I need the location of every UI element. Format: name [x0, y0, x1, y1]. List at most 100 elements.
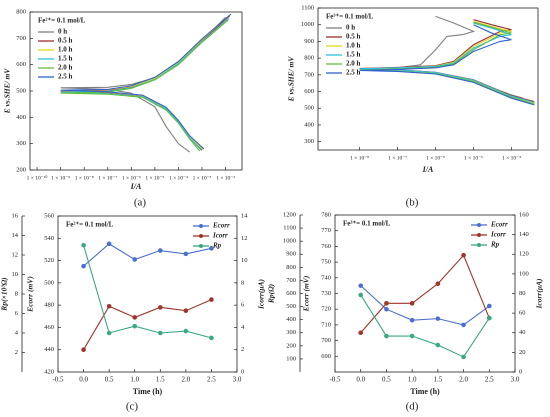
- annotation: Fe²⁺= 0.1 mol/L: [66, 221, 114, 229]
- data-point: [81, 263, 86, 269]
- y-tick-label: 400: [286, 316, 296, 323]
- series-line: [83, 245, 212, 339]
- y-tick-label: 0: [241, 368, 244, 375]
- y-axis-title: Icorr(μA): [257, 279, 266, 311]
- legend-label: Rp: [490, 241, 500, 249]
- data-point: [435, 342, 441, 348]
- series-line: [359, 22, 535, 103]
- annotation: Fe³⁺= 0.1 mol/L: [343, 220, 391, 228]
- panel-caption: (d): [406, 401, 419, 413]
- y-axis-title: Icorr(μA): [535, 278, 544, 310]
- y-axis-title: Ecorr (mV): [26, 276, 35, 313]
- y-tick-label: 700: [321, 337, 331, 344]
- data-point: [435, 316, 441, 321]
- y-tick-label: 2: [15, 349, 18, 356]
- x-axis-title: Time (h): [133, 387, 163, 396]
- x-tick-label: 2.5: [207, 376, 216, 384]
- y-tick-label: 14: [241, 212, 248, 219]
- series-line: [60, 18, 230, 151]
- data-point: [384, 306, 389, 312]
- y-axis-title: Ecorr (mV): [302, 275, 311, 312]
- y-tick-label: 520: [44, 257, 54, 264]
- panel-caption: (b): [406, 197, 419, 209]
- y-tick-label: 6: [15, 310, 19, 317]
- x-tick-label: 1 × 10⁻⁵: [145, 175, 164, 181]
- x-tick-label: 1.0: [408, 376, 417, 384]
- legend-label: Icorr: [490, 231, 506, 239]
- data-point: [461, 354, 466, 360]
- y-tick-label: 100: [286, 355, 296, 362]
- x-tick-label: 1.5: [433, 376, 442, 384]
- y-tick-label: 1200: [283, 211, 296, 218]
- data-point: [409, 301, 415, 306]
- x-tick-label: 1 × 10⁻²: [216, 175, 235, 181]
- data-point: [106, 330, 112, 336]
- y-tick-label: 500: [286, 303, 296, 310]
- legend-label: 0 h: [346, 24, 355, 32]
- y-tick-label: 120: [519, 251, 529, 258]
- y-tick-label: 1000: [301, 21, 314, 28]
- legend-label: Ecorr: [490, 221, 508, 229]
- panel-caption: (a): [134, 197, 147, 209]
- y-tick-label: 600: [286, 290, 296, 297]
- y-tick-label: 720: [321, 306, 331, 313]
- y-tick-label: 690: [321, 353, 331, 360]
- y-tick-label: 12: [12, 251, 19, 258]
- y-tick-label: 80: [519, 290, 526, 297]
- x-tick-label: 1 × 10⁻³: [193, 175, 212, 181]
- x-tick-label: -0.5: [52, 376, 64, 384]
- y-tick-label: 540: [44, 235, 54, 242]
- y-tick-label: 12: [241, 235, 248, 242]
- y-tick-label: 800: [286, 264, 296, 271]
- y-tick-label: 710: [321, 321, 331, 328]
- data-point: [209, 246, 214, 251]
- y-tick-label: 700: [16, 35, 26, 42]
- data-point: [486, 315, 492, 321]
- x-tick-label: 0.5: [382, 376, 391, 384]
- annotation: Fe³⁺= 0.1 mol/L: [326, 13, 374, 21]
- legend-marker: [477, 243, 481, 247]
- y-tick-label: 160: [519, 211, 529, 218]
- data-point: [157, 248, 163, 253]
- y-tick-label: 500: [16, 87, 26, 94]
- y-tick-label: 8: [15, 290, 18, 297]
- y-tick-label: 40: [519, 329, 526, 336]
- legend-label: 1.5 h: [346, 51, 361, 59]
- series-line: [359, 24, 535, 106]
- x-tick-label: 1.0: [130, 376, 139, 384]
- x-tick-label: 1.5: [156, 376, 165, 384]
- x-tick-label: 1 × 10⁻⁸: [350, 155, 369, 161]
- legend-marker: [477, 233, 481, 237]
- series-line: [83, 243, 212, 267]
- y-tick-label: 800: [304, 55, 314, 62]
- y-tick-label: 700: [286, 277, 296, 284]
- plot-frame: [317, 7, 539, 151]
- x-tick-label: 1 × 10⁻⁴: [169, 175, 188, 181]
- y-tick-label: 4: [241, 324, 245, 331]
- y-tick-label: 10: [241, 257, 248, 264]
- x-tick-label: 1 × 10⁻⁹: [51, 175, 70, 181]
- legend-label: 0 h: [58, 28, 67, 36]
- x-tick-label: 0.0: [79, 376, 88, 384]
- data-point: [132, 315, 138, 320]
- data-point: [209, 297, 214, 302]
- series-line: [360, 254, 490, 334]
- data-point: [183, 251, 189, 257]
- x-axis-title: Time (h): [410, 387, 440, 396]
- data-point: [461, 322, 466, 328]
- y-tick-label: 20: [519, 349, 526, 356]
- y-axis-title: Rp(×10³Ω): [0, 277, 9, 312]
- y-tick-label: 300: [286, 329, 296, 336]
- y-tick-label: 200: [286, 342, 296, 349]
- y-tick-label: 2: [241, 346, 244, 353]
- y-tick-label: 750: [321, 259, 331, 266]
- data-point: [486, 303, 492, 309]
- y-tick-label: 760: [321, 243, 331, 250]
- legend-label: 2.0 h: [346, 60, 361, 68]
- legend-label: 1.0 h: [346, 42, 361, 50]
- y-axis-title: E vs.SHE/ mV: [3, 68, 12, 115]
- legend-label: 0.5 h: [58, 37, 73, 45]
- legend-label: 2.5 h: [58, 73, 73, 81]
- y-tick-label: 420: [44, 368, 54, 375]
